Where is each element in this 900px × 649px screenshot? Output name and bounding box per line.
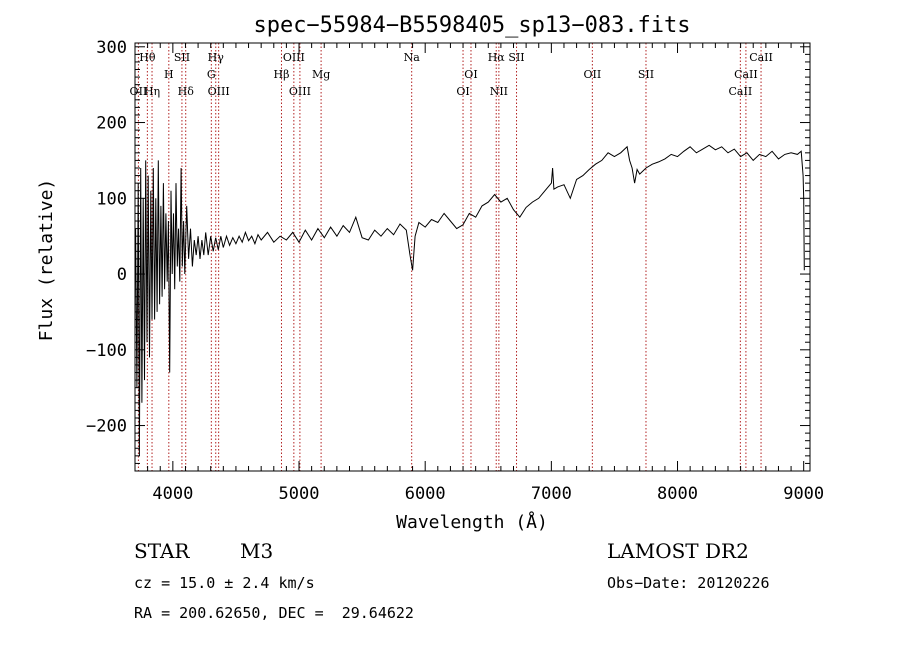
y-axis-label: Flux (relative) <box>36 179 57 342</box>
x-tick-label: 4000 <box>152 484 193 504</box>
coordinates: RA = 200.62650, DEC = 29.64622 <box>134 604 414 622</box>
x-tick-label: 6000 <box>405 484 446 504</box>
spectral-line-label: CaII <box>734 68 758 81</box>
x-tick-label: 5000 <box>279 484 320 504</box>
series-spectrum-line <box>135 144 805 456</box>
redshift-cz: cz = 15.0 ± 2.4 km/s <box>134 574 315 592</box>
spectral-line-label: OII <box>584 68 602 81</box>
survey-name: LAMOST DR2 <box>607 539 749 563</box>
spectral-line-label: NII <box>490 85 508 98</box>
spectral-line-label: SII <box>508 51 524 64</box>
spectral-line-label: Hη <box>144 85 160 98</box>
x-tick-label: 8000 <box>657 484 698 504</box>
plot-frame <box>134 42 811 472</box>
x-tick-label: 7000 <box>531 484 572 504</box>
spectral-line-label: OI <box>456 85 469 98</box>
spectral-line-label: OII <box>130 85 148 98</box>
spectral-line-label: Mg <box>312 68 330 81</box>
spectral-line-label: OIII <box>289 85 311 98</box>
y-axis: −200 −100 0 100 200 300 <box>86 38 810 464</box>
spectral-line-label: CaII <box>749 51 773 64</box>
x-axis: 4000 5000 6000 7000 8000 9000 <box>134 43 824 504</box>
spectral-line-label: Na <box>404 51 421 64</box>
spectral-line-label: H <box>164 68 174 81</box>
x-tick-label: 9000 <box>783 484 824 504</box>
object-class: STAR <box>134 539 190 563</box>
emission-lines <box>137 43 762 471</box>
spectral-line-label: Hδ <box>178 85 195 98</box>
y-tick-label: 200 <box>96 114 127 134</box>
spectral-line-label: Hα <box>488 51 506 64</box>
y-tick-label: 300 <box>96 38 127 58</box>
spectral-line-label: Hβ <box>274 68 290 81</box>
chart-title: spec−55984−B5598405_sp13−083.fits <box>253 13 690 38</box>
y-tick-label: −100 <box>86 341 127 361</box>
spectral-line-label: SII <box>638 68 654 81</box>
spectral-line-label: Hθ <box>139 51 156 64</box>
y-tick-label: −200 <box>86 417 127 437</box>
spectral-line-label: SII <box>174 51 190 64</box>
obs-date: Obs−Date: 20120226 <box>607 574 770 592</box>
spectral-line-label: G <box>207 68 216 81</box>
object-subclass: M3 <box>240 539 274 563</box>
spectral-line-label: CaII <box>729 85 753 98</box>
spectral-line-label: OI <box>464 68 477 81</box>
spectral-line-label: OIII <box>208 85 230 98</box>
spectral-line-label: OIII <box>283 51 305 64</box>
y-tick-label: 0 <box>117 265 127 285</box>
y-tick-label: 100 <box>96 189 127 209</box>
x-axis-label: Wavelength (Å) <box>396 511 548 533</box>
spectral-line-label: Hγ <box>208 51 225 64</box>
line-labels: HθOIIHηHSIIHδHγGOIIIOIIIHβOIIIMgNaOIOIHα… <box>130 51 773 98</box>
